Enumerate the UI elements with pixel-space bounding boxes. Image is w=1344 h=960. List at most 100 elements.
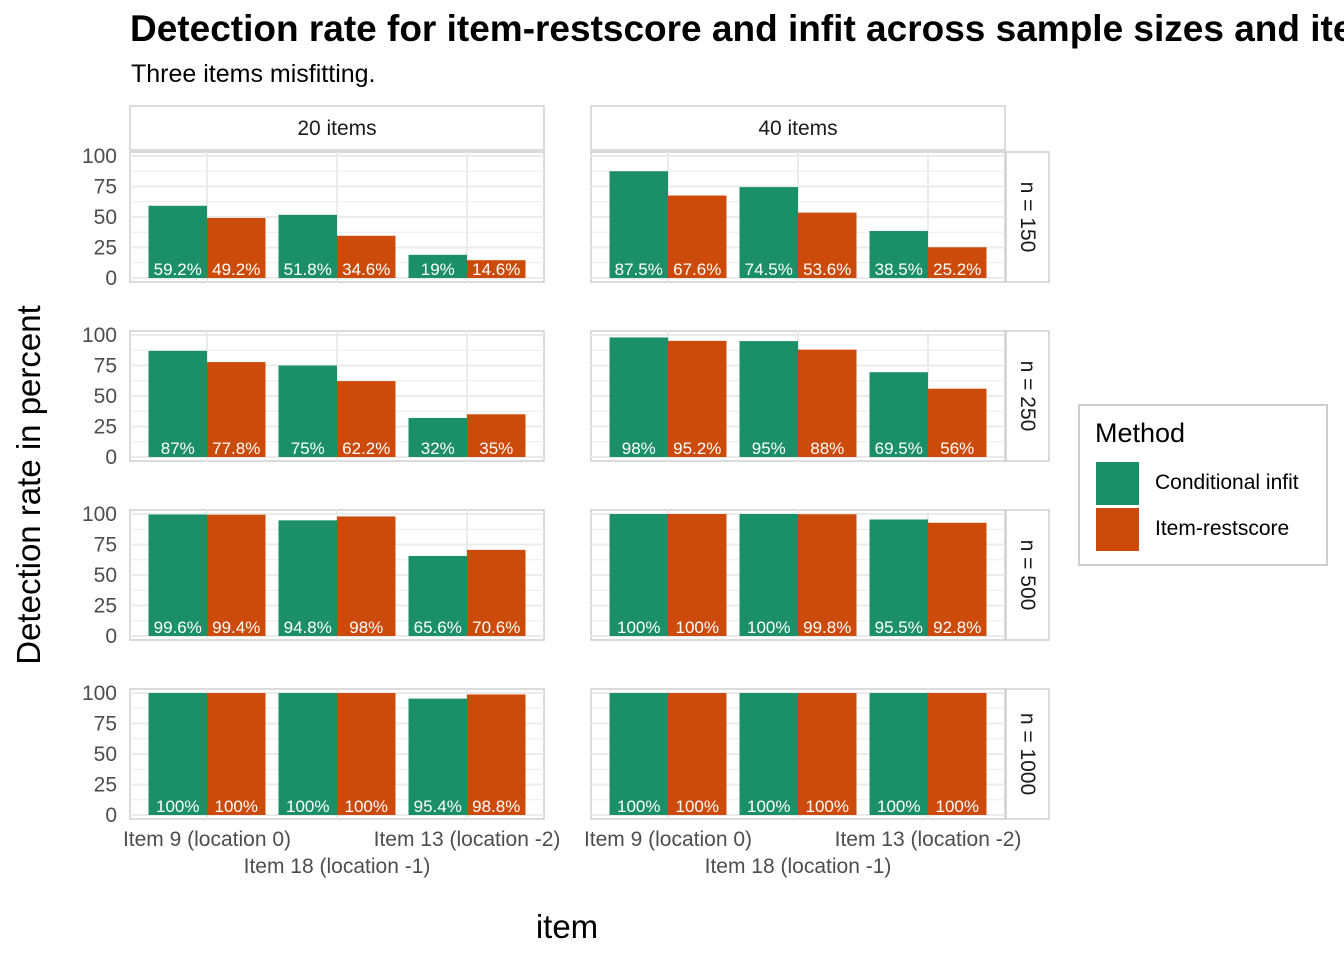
bar-40-items-n-150-item-9-location-0-conditional-infit: [609, 171, 668, 278]
bar-label-20-items-n-500-item-13-location-2-item-restscore: 70.6%: [472, 618, 520, 637]
bar-40-items-n-1000-item-13-location-2-item-restscore: [928, 693, 987, 815]
legend-label-item-restscore: Item-restscore: [1155, 517, 1290, 540]
bar-label-20-items-n-1000-item-13-location-2-conditional-infit: 95.4%: [414, 797, 462, 816]
bar-label-20-items-n-500-item-18-location-1-item-restscore: 98%: [349, 618, 383, 637]
bar-20-items-n-250-item-18-location-1-conditional-infit: [278, 365, 337, 457]
bar-label-20-items-n-150-item-18-location-1-item-restscore: 34.6%: [342, 260, 390, 279]
x-tick-label-40-items-item-9-location-0: Item 9 (location 0): [584, 828, 752, 851]
bar-label-40-items-n-1000-item-18-location-1-conditional-infit: 100%: [747, 797, 790, 816]
bar-label-40-items-n-250-item-13-location-2-item-restscore: 56%: [940, 439, 974, 458]
y-tick-label-20-items-n-500: 75: [94, 534, 117, 557]
facet-strip-n-1000: [1005, 688, 1050, 820]
bar-40-items-n-1000-item-13-location-2-conditional-infit: [869, 693, 928, 815]
y-tick-label-20-items-n-500: 25: [94, 595, 117, 618]
facet-strip-label-40-items: 40 items: [758, 117, 837, 140]
bar-20-items-n-150-item-9-location-0-conditional-infit: [148, 205, 207, 278]
y-tick-label-20-items-n-1000: 100: [82, 682, 117, 705]
bar-label-40-items-n-150-item-18-location-1-item-restscore: 53.6%: [803, 260, 851, 279]
bar-40-items-n-250-item-13-location-2-item-restscore: [928, 388, 987, 457]
bar-label-20-items-n-1000-item-9-location-0-item-restscore: 100%: [215, 797, 258, 816]
bar-40-items-n-500-item-9-location-0-conditional-infit: [609, 514, 668, 636]
legend-swatch-conditional-infit: [1096, 462, 1139, 505]
bar-label-40-items-n-250-item-18-location-1-item-restscore: 88%: [810, 439, 844, 458]
bar-40-items-n-250-item-9-location-0-item-restscore: [668, 340, 727, 457]
y-tick-label-20-items-n-150: 50: [94, 206, 117, 229]
facet-strip-label-n-150: n = 150: [1016, 182, 1039, 253]
bar-20-items-n-500-item-18-location-1-item-restscore: [337, 516, 396, 636]
bar-20-items-n-500-item-18-location-1-conditional-infit: [278, 520, 337, 636]
bar-label-40-items-n-1000-item-18-location-1-item-restscore: 100%: [806, 797, 849, 816]
bar-40-items-n-1000-item-18-location-1-item-restscore: [798, 693, 857, 815]
bar-40-items-n-250-item-13-location-2-conditional-infit: [869, 372, 928, 457]
bar-40-items-n-250-item-18-location-1-conditional-infit: [739, 341, 798, 457]
bar-label-40-items-n-250-item-9-location-0-conditional-infit: 98%: [622, 439, 656, 458]
bar-20-items-n-150-item-18-location-1-item-restscore: [337, 235, 396, 278]
bar-40-items-n-150-item-13-location-2-item-restscore: [928, 247, 987, 278]
bar-20-items-n-500-item-9-location-0-conditional-infit: [148, 514, 207, 636]
bar-40-items-n-250-item-18-location-1-item-restscore: [798, 349, 857, 457]
bar-label-40-items-n-500-item-9-location-0-item-restscore: 100%: [676, 618, 719, 637]
bar-label-20-items-n-500-item-18-location-1-conditional-infit: 94.8%: [284, 618, 332, 637]
bar-40-items-n-250-item-9-location-0-conditional-infit: [609, 337, 668, 457]
chart-legend: Method Conditional infit Item-restscore: [1078, 404, 1328, 566]
bar-label-20-items-n-150-item-13-location-2-conditional-infit: 19%: [421, 260, 455, 279]
bar-label-20-items-n-150-item-9-location-0-conditional-infit: 59.2%: [154, 260, 202, 279]
bar-label-40-items-n-500-item-18-location-1-conditional-infit: 100%: [747, 618, 790, 637]
bar-40-items-n-1000-item-9-location-0-item-restscore: [668, 693, 727, 815]
y-tick-label-20-items-n-250: 75: [94, 355, 117, 378]
bar-label-20-items-n-150-item-18-location-1-conditional-infit: 51.8%: [284, 260, 332, 279]
y-tick-label-20-items-n-500: 50: [94, 564, 117, 587]
bar-label-40-items-n-1000-item-9-location-0-conditional-infit: 100%: [617, 797, 660, 816]
bar-label-40-items-n-500-item-13-location-2-conditional-infit: 95.5%: [875, 618, 923, 637]
facet-strip-label-n-250: n = 250: [1016, 361, 1039, 432]
bar-label-20-items-n-250-item-13-location-2-item-restscore: 35%: [479, 439, 513, 458]
bar-label-20-items-n-500-item-13-location-2-conditional-infit: 65.6%: [414, 618, 462, 637]
facet-strip-n-250: [1005, 330, 1050, 462]
bar-20-items-n-1000-item-9-location-0-conditional-infit: [148, 693, 207, 815]
bar-20-items-n-250-item-18-location-1-item-restscore: [337, 381, 396, 457]
bar-label-40-items-n-150-item-9-location-0-conditional-infit: 87.5%: [615, 260, 663, 279]
facet-strip-40-items: [590, 105, 1006, 151]
bar-label-20-items-n-250-item-18-location-1-item-restscore: 62.2%: [342, 439, 390, 458]
bar-40-items-n-500-item-9-location-0-item-restscore: [668, 514, 727, 636]
bar-label-40-items-n-1000-item-13-location-2-item-restscore: 100%: [936, 797, 979, 816]
y-tick-label-20-items-n-500: 0: [105, 625, 117, 648]
x-tick-label-20-items-item-13-location-2: Item 13 (location -2): [374, 828, 561, 851]
y-tick-label-20-items-n-150: 75: [94, 176, 117, 199]
bar-20-items-n-1000-item-13-location-2-conditional-infit: [408, 698, 467, 815]
bar-label-40-items-n-250-item-9-location-0-item-restscore: 95.2%: [673, 439, 721, 458]
y-tick-label-20-items-n-250: 100: [82, 324, 117, 347]
bar-label-40-items-n-250-item-18-location-1-conditional-infit: 95%: [752, 439, 786, 458]
bar-label-40-items-n-150-item-13-location-2-item-restscore: 25.2%: [933, 260, 981, 279]
bar-label-40-items-n-500-item-9-location-0-conditional-infit: 100%: [617, 618, 660, 637]
bar-label-40-items-n-500-item-18-location-1-item-restscore: 99.8%: [803, 618, 851, 637]
legend-title: Method: [1095, 418, 1186, 448]
bar-label-40-items-n-150-item-9-location-0-item-restscore: 67.6%: [673, 260, 721, 279]
bar-40-items-n-500-item-13-location-2-conditional-infit: [869, 519, 928, 636]
facet-strip-20-items: [129, 105, 545, 151]
bar-20-items-n-1000-item-18-location-1-item-restscore: [337, 693, 396, 815]
bar-20-items-n-250-item-9-location-0-item-restscore: [207, 362, 266, 457]
bar-label-40-items-n-150-item-18-location-1-conditional-infit: 74.5%: [745, 260, 793, 279]
facet-strip-label-n-500: n = 500: [1016, 540, 1039, 611]
x-axis-title: item: [536, 908, 598, 945]
x-tick-label-40-items-item-18-location-1: Item 18 (location -1): [705, 855, 892, 878]
bar-20-items-n-1000-item-9-location-0-item-restscore: [207, 693, 266, 815]
bar-label-20-items-n-250-item-13-location-2-conditional-infit: 32%: [421, 439, 455, 458]
bar-label-20-items-n-150-item-9-location-0-item-restscore: 49.2%: [212, 260, 260, 279]
bar-label-20-items-n-250-item-18-location-1-conditional-infit: 75%: [291, 439, 325, 458]
bar-20-items-n-150-item-18-location-1-conditional-infit: [278, 214, 337, 278]
y-tick-label-20-items-n-1000: 50: [94, 743, 117, 766]
bar-label-20-items-n-500-item-9-location-0-item-restscore: 99.4%: [212, 618, 260, 637]
y-tick-label-20-items-n-500: 100: [82, 503, 117, 526]
bar-40-items-n-1000-item-18-location-1-conditional-infit: [739, 693, 798, 815]
bar-20-items-n-1000-item-18-location-1-conditional-infit: [278, 693, 337, 815]
facet-strip-n-500: [1005, 509, 1050, 641]
bar-label-20-items-n-250-item-9-location-0-item-restscore: 77.8%: [212, 439, 260, 458]
y-tick-label-20-items-n-150: 25: [94, 237, 117, 260]
bar-label-20-items-n-250-item-9-location-0-conditional-infit: 87%: [161, 439, 195, 458]
bar-label-20-items-n-1000-item-18-location-1-conditional-infit: 100%: [286, 797, 329, 816]
y-tick-label-20-items-n-150: 0: [105, 267, 117, 290]
bar-40-items-n-150-item-9-location-0-item-restscore: [668, 195, 727, 278]
